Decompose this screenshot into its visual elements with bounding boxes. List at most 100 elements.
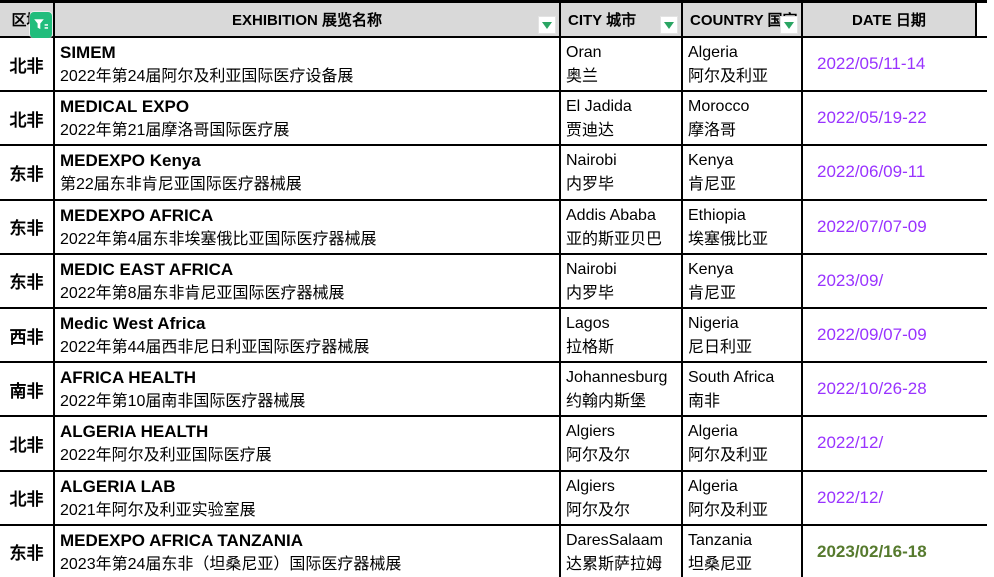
city-cell[interactable]: Lagos 拉格斯 <box>561 308 683 364</box>
country-cell[interactable]: Kenya 肯尼亚 <box>683 254 803 309</box>
region-cell[interactable]: 东非 <box>0 146 55 201</box>
country-name: Morocco <box>688 98 750 116</box>
exhibition-cell[interactable]: AFRICA HEALTH 2022年第10届南非国际医疗器械展 <box>55 363 561 418</box>
exhibition-cell[interactable]: SIMEM 2022年第24届阿尔及利亚国际医疗设备展 <box>55 38 561 93</box>
country-filter-dropdown-button[interactable] <box>780 16 798 34</box>
city-name: Oran <box>566 44 602 61</box>
city-cell[interactable]: DaresSalaam 达累斯萨拉姆 <box>561 525 683 577</box>
region-cell[interactable]: 北非 <box>0 38 55 93</box>
city-cell[interactable]: Oran 奥兰 <box>561 38 683 93</box>
header-exhibition[interactable]: EXHIBITION 展览名称 <box>55 3 561 38</box>
region-cell[interactable]: 东非 <box>0 254 55 309</box>
date-cell[interactable]: 2023/09/ <box>803 254 977 309</box>
header-date-label: DATE 日期 <box>852 12 926 29</box>
date-cell[interactable]: 2022/05/11-14 <box>803 38 977 93</box>
city-name: Johannesburg <box>566 369 668 387</box>
country-name: Kenya <box>688 260 734 278</box>
header-exhibition-label: EXHIBITION 展览名称 <box>231 12 382 29</box>
country-name-cn: 尼日利亚 <box>688 338 753 356</box>
exhibition-name: ALGERIA LAB <box>60 476 176 496</box>
funnel-glyph <box>34 19 48 30</box>
date-value: 2022/10/26-28 <box>817 379 927 399</box>
country-name-cn: 肯尼亚 <box>688 176 737 194</box>
exhibition-name-cn: 2023年第24届东非（坦桑尼亚）国际医疗器械展 <box>60 555 402 573</box>
region-cell[interactable]: 东非 <box>0 200 55 255</box>
region-cell[interactable]: 北非 <box>0 92 55 147</box>
city-cell[interactable]: El Jadida 贾迪达 <box>561 92 683 147</box>
row-spacer <box>977 471 987 526</box>
header-spacer <box>977 3 987 38</box>
date-cell[interactable]: 2023/02/16-18 <box>803 525 977 577</box>
country-name: Algeria <box>688 44 738 61</box>
country-cell[interactable]: Algeria 阿尔及利亚 <box>683 417 803 472</box>
date-cell[interactable]: 2022/12/ <box>803 417 977 472</box>
row-spacer <box>977 146 987 201</box>
date-cell[interactable]: 2022/06/09-11 <box>803 146 977 201</box>
date-cell[interactable]: 2022/07/07-09 <box>803 200 977 255</box>
date-value: 2022/09/07-09 <box>817 325 927 345</box>
region-cell[interactable]: 东非 <box>0 525 55 577</box>
exhibition-name-cn: 2022年第21届摩洛哥国际医疗展 <box>60 122 290 140</box>
header-city[interactable]: CITY 城市 <box>561 3 683 38</box>
country-cell[interactable]: Tanzania 坦桑尼亚 <box>683 525 803 577</box>
region-cell[interactable]: 北非 <box>0 417 55 472</box>
exhibition-name-cn: 2022年第44届西非尼日利亚国际医疗器械展 <box>60 338 370 356</box>
country-cell[interactable]: Ethiopia 埃塞俄比亚 <box>683 200 803 255</box>
date-value: 2022/07/07-09 <box>817 216 927 236</box>
exhibition-cell[interactable]: ALGERIA HEALTH 2022年阿尔及利亚国际医疗展 <box>55 417 561 472</box>
filter-applied-funnel-icon[interactable] <box>30 12 52 38</box>
city-name: El Jadida <box>566 98 632 116</box>
country-cell[interactable]: Algeria 阿尔及利亚 <box>683 38 803 93</box>
row-spacer <box>977 417 987 472</box>
exhibition-cell[interactable]: MEDIC EAST AFRICA 2022年第8届东非肯尼亚国际医疗器械展 <box>55 254 561 309</box>
country-name-cn: 坦桑尼亚 <box>688 555 753 573</box>
region-label: 北非 <box>9 110 44 130</box>
date-cell[interactable]: 2022/10/26-28 <box>803 363 977 418</box>
country-cell[interactable]: Morocco 摩洛哥 <box>683 92 803 147</box>
country-cell[interactable]: Algeria 阿尔及利亚 <box>683 471 803 526</box>
country-cell[interactable]: Kenya 肯尼亚 <box>683 146 803 201</box>
city-cell[interactable]: Addis Ababa 亚的斯亚贝巴 <box>561 200 683 255</box>
city-name: Addis Ababa <box>566 206 656 224</box>
city-cell[interactable]: Johannesburg 约翰内斯堡 <box>561 363 683 418</box>
exhibition-cell[interactable]: MEDEXPO AFRICA 2022年第4届东非埃塞俄比亚国际医疗器械展 <box>55 200 561 255</box>
chevron-down-icon <box>542 21 552 29</box>
date-cell[interactable]: 2022/12/ <box>803 471 977 526</box>
city-cell[interactable]: Algiers 阿尔及尔 <box>561 417 683 472</box>
exhibition-cell[interactable]: MEDEXPO AFRICA TANZANIA 2023年第24届东非（坦桑尼亚… <box>55 525 561 577</box>
city-name-cn: 亚的斯亚贝巴 <box>566 230 663 248</box>
exhibition-name-cn: 2022年第24届阿尔及利亚国际医疗设备展 <box>60 68 354 85</box>
header-region[interactable]: 区域 <box>0 3 55 38</box>
city-filter-dropdown-button[interactable] <box>660 16 678 34</box>
exhibition-filter-dropdown-button[interactable] <box>538 16 556 34</box>
region-cell[interactable]: 南非 <box>0 363 55 418</box>
country-cell[interactable]: Nigeria 尼日利亚 <box>683 308 803 364</box>
region-label: 北非 <box>9 435 44 455</box>
region-cell[interactable]: 西非 <box>0 308 55 364</box>
country-name-cn: 阿尔及利亚 <box>688 68 769 85</box>
date-value: 2022/12/ <box>817 433 884 453</box>
region-cell[interactable]: 北非 <box>0 471 55 526</box>
date-cell[interactable]: 2022/05/19-22 <box>803 92 977 147</box>
header-country[interactable]: COUNTRY 国家 <box>683 3 803 38</box>
exhibition-name-cn: 2022年阿尔及利亚国际医疗展 <box>60 447 272 465</box>
exhibition-cell[interactable]: ALGERIA LAB 2021年阿尔及利亚实验室展 <box>55 471 561 526</box>
country-cell[interactable]: South Africa 南非 <box>683 363 803 418</box>
region-label: 北非 <box>9 490 44 510</box>
city-name-cn: 约翰内斯堡 <box>566 393 647 411</box>
city-name: Lagos <box>566 314 610 332</box>
city-name-cn: 阿尔及尔 <box>566 447 631 465</box>
exhibition-cell[interactable]: Medic West Africa 2022年第44届西非尼日利亚国际医疗器械展 <box>55 308 561 364</box>
exhibition-cell[interactable]: MEDEXPO Kenya 第22届东非肯尼亚国际医疗器械展 <box>55 146 561 201</box>
city-name: DaresSalaam <box>566 531 663 549</box>
city-cell[interactable]: Nairobi 内罗毕 <box>561 254 683 309</box>
header-date[interactable]: DATE 日期 <box>803 3 977 38</box>
date-cell[interactable]: 2022/09/07-09 <box>803 308 977 364</box>
city-cell[interactable]: Algiers 阿尔及尔 <box>561 471 683 526</box>
exhibition-cell[interactable]: MEDICAL EXPO 2022年第21届摩洛哥国际医疗展 <box>55 92 561 147</box>
country-name: Ethiopia <box>688 206 746 224</box>
region-label: 西非 <box>9 327 44 347</box>
city-cell[interactable]: Nairobi 内罗毕 <box>561 146 683 201</box>
date-value: 2022/05/11-14 <box>817 54 926 74</box>
